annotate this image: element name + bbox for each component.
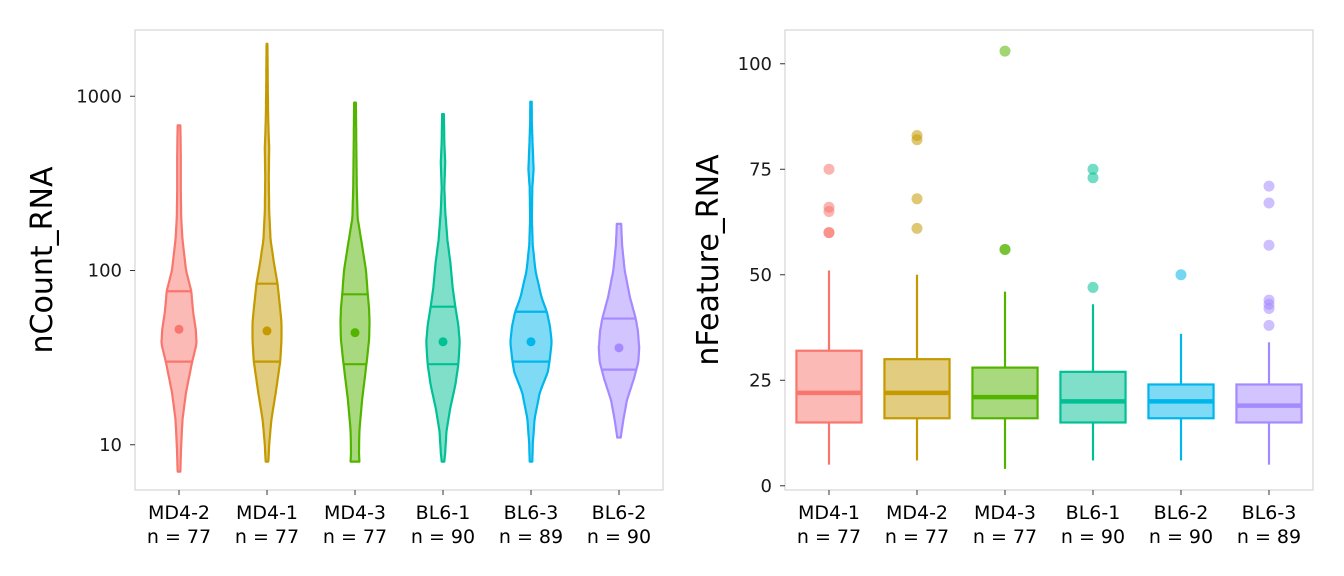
y-tick-label: 10 xyxy=(99,435,122,456)
x-tick-label: MD4-2 xyxy=(148,502,210,524)
outlier-point xyxy=(911,222,923,234)
x-count-label: n = 90 xyxy=(1149,526,1213,548)
violin-body xyxy=(160,124,198,473)
y-tick-label: 100 xyxy=(738,54,772,75)
y-axis-title: nCount_RNA xyxy=(25,166,60,353)
violin-md4-3 xyxy=(339,101,371,463)
violin-md4-2 xyxy=(160,124,198,473)
x-tick-label: BL6-2 xyxy=(592,502,647,524)
boxplot-bl6-1 xyxy=(1059,163,1127,461)
iqr-box xyxy=(883,358,951,420)
mean-point xyxy=(526,337,536,347)
boxplot-md4-1 xyxy=(795,163,863,465)
x-tick-label: BL6-3 xyxy=(504,502,559,524)
x-count-label: n = 90 xyxy=(411,526,475,548)
y-tick-label: 50 xyxy=(749,265,772,286)
x-tick-label: BL6-1 xyxy=(416,502,471,524)
x-count-label: n = 77 xyxy=(797,526,861,548)
violin-body xyxy=(597,222,641,439)
outlier-point xyxy=(911,130,923,142)
boxplot-md4-3 xyxy=(971,45,1039,469)
outlier-point xyxy=(823,163,835,175)
x-tick-label: MD4-2 xyxy=(886,502,948,524)
x-tick-label: MD4-3 xyxy=(324,502,386,524)
outlier-point xyxy=(1263,239,1275,251)
panel-border xyxy=(134,29,664,491)
y-tick-label: 100 xyxy=(88,261,122,282)
y-tick-label: 1000 xyxy=(76,86,122,107)
y-tick-label: 25 xyxy=(749,370,772,391)
boxplot-bl6-2 xyxy=(1147,269,1215,461)
mean-point xyxy=(174,324,184,334)
violin-bl6-1 xyxy=(425,113,461,463)
violin-body xyxy=(251,42,283,463)
mean-point xyxy=(262,326,272,336)
outlier-point xyxy=(1087,281,1099,293)
y-tick-label: 0 xyxy=(761,476,772,497)
y-tick-label: 75 xyxy=(749,159,772,180)
outlier-point xyxy=(911,193,923,205)
violin-bl6-2 xyxy=(597,222,641,439)
violin-md4-1 xyxy=(251,42,283,463)
outlier-point xyxy=(1263,319,1275,331)
outlier-point xyxy=(1087,163,1099,175)
x-tick-label: MD4-1 xyxy=(798,502,860,524)
x-count-label: n = 90 xyxy=(587,526,651,548)
outlier-point xyxy=(1263,294,1275,306)
x-count-label: n = 89 xyxy=(1237,526,1301,548)
mean-point xyxy=(438,337,448,347)
x-count-label: n = 90 xyxy=(1061,526,1125,548)
violin-bl6-3 xyxy=(509,100,553,463)
violin-body xyxy=(509,100,553,463)
outlier-point xyxy=(999,243,1011,255)
outlier-point xyxy=(1175,269,1187,281)
iqr-box xyxy=(795,349,863,424)
outlier-point xyxy=(823,201,835,213)
x-count-label: n = 89 xyxy=(499,526,563,548)
boxplot-md4-2 xyxy=(883,130,951,461)
x-tick-label: BL6-2 xyxy=(1154,502,1209,524)
x-tick-label: BL6-3 xyxy=(1242,502,1297,524)
y-axis-title: nFeature_RNA xyxy=(691,154,726,366)
x-count-label: n = 77 xyxy=(235,526,299,548)
violin-body xyxy=(339,101,371,463)
violin-body xyxy=(425,113,461,463)
x-tick-label: MD4-3 xyxy=(974,502,1036,524)
x-count-label: n = 77 xyxy=(885,526,949,548)
x-tick-label: BL6-1 xyxy=(1066,502,1121,524)
iqr-box xyxy=(1059,370,1127,424)
panel-border xyxy=(784,29,1314,491)
outlier-point xyxy=(823,227,835,239)
x-count-label: n = 77 xyxy=(323,526,387,548)
x-tick-label: MD4-1 xyxy=(236,502,298,524)
outlier-point xyxy=(1263,197,1275,209)
x-count-label: n = 77 xyxy=(973,526,1037,548)
outlier-point xyxy=(1263,180,1275,192)
x-count-label: n = 77 xyxy=(147,526,211,548)
boxplot-bl6-3 xyxy=(1235,180,1303,465)
iqr-box xyxy=(971,366,1039,420)
mean-point xyxy=(350,328,360,338)
outlier-point xyxy=(1087,172,1099,184)
mean-point xyxy=(614,343,624,353)
outlier-point xyxy=(999,45,1011,57)
